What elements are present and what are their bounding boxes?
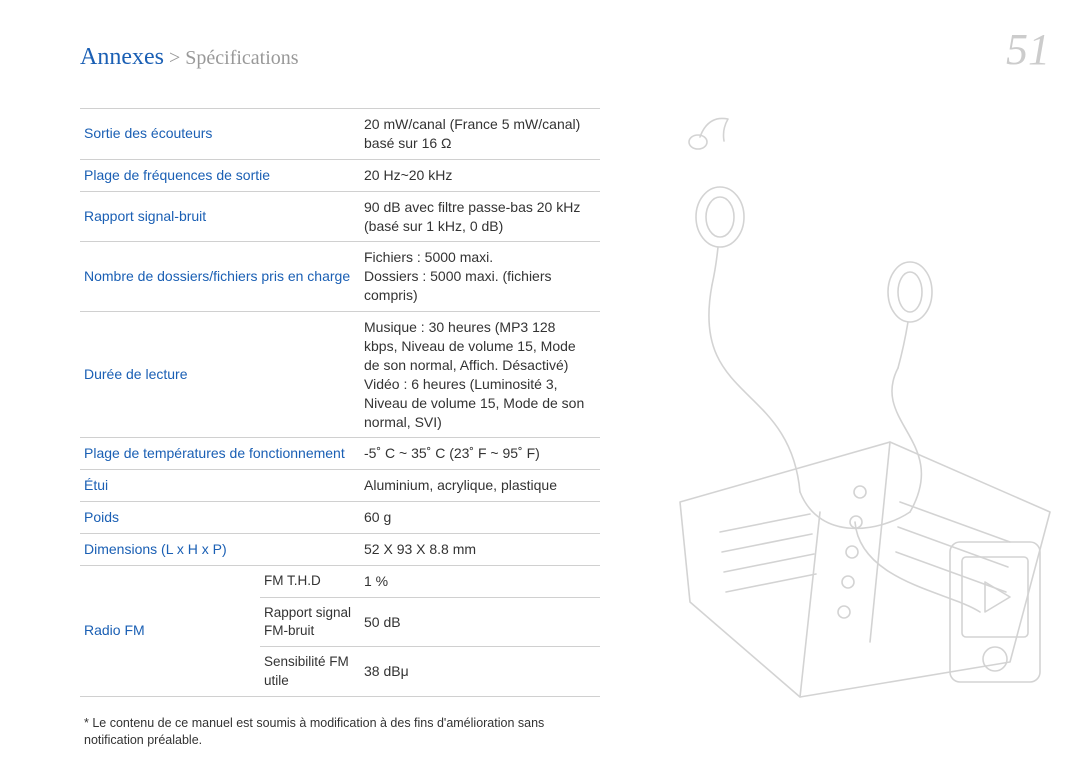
footnote: * Le contenu de ce manuel est soumis à m… [80, 715, 600, 750]
spec-table: Sortie des écouteurs20 mW/canal (France … [80, 108, 600, 697]
breadcrumb: Annexes > Spécifications [80, 44, 299, 71]
spec-value: 60 g [360, 502, 600, 534]
spec-value: 50 dB [360, 597, 600, 646]
spec-label: Poids [80, 502, 360, 534]
spec-value: Aluminium, acrylique, plastique [360, 470, 600, 502]
table-row: Plage de températures de fonctionnement-… [80, 438, 600, 470]
spec-value: 38 dBμ [360, 647, 600, 696]
spec-content: Sortie des écouteurs20 mW/canal (France … [80, 108, 600, 750]
spec-value: 20 mW/canal (France 5 mW/canal)basé sur … [360, 109, 600, 160]
table-row: Sortie des écouteurs20 mW/canal (France … [80, 109, 600, 160]
spec-sublabel: FM T.H.D [260, 566, 360, 598]
table-row: ÉtuiAluminium, acrylique, plastique [80, 470, 600, 502]
spec-label: Nombre de dossiers/fichiers pris en char… [80, 242, 360, 312]
page-header: Annexes > Spécifications 51 [80, 24, 1050, 75]
breadcrumb-separator: > [164, 47, 185, 69]
spec-value: 1 % [360, 566, 600, 598]
spec-label: Sortie des écouteurs [80, 109, 360, 160]
table-row: Rapport signal-bruit90 dB avec filtre pa… [80, 191, 600, 242]
spec-value: 90 dB avec filtre passe-bas 20 kHz(basé … [360, 191, 600, 242]
table-row: Durée de lectureMusique : 30 heures (MP3… [80, 312, 600, 438]
breadcrumb-main: Annexes [80, 44, 164, 70]
table-row: Dimensions (L x H x P)52 X 93 X 8.8 mm [80, 534, 600, 566]
spec-value: -5˚ C ~ 35˚ C (23˚ F ~ 95˚ F) [360, 438, 600, 470]
spec-label: Rapport signal-bruit [80, 191, 360, 242]
spec-label: Dimensions (L x H x P) [80, 534, 360, 566]
spec-value: 20 Hz~20 kHz [360, 159, 600, 191]
spec-label: Plage de températures de fonctionnement [80, 438, 360, 470]
breadcrumb-sub: Spécifications [185, 47, 298, 69]
decorative-illustration [650, 82, 1070, 722]
spec-sublabel: Rapport signal FM-bruit [260, 597, 360, 646]
spec-value: 52 X 93 X 8.8 mm [360, 534, 600, 566]
spec-label: Radio FM [80, 566, 260, 697]
table-row: Nombre de dossiers/fichiers pris en char… [80, 242, 600, 312]
table-row: Plage de fréquences de sortie20 Hz~20 kH… [80, 159, 600, 191]
page-number: 51 [1006, 24, 1050, 75]
spec-label: Plage de fréquences de sortie [80, 159, 360, 191]
spec-label: Durée de lecture [80, 312, 360, 438]
table-row: Radio FMFM T.H.D1 % [80, 566, 600, 598]
spec-sublabel: Sensibilité FM utile [260, 647, 360, 696]
table-row: Poids60 g [80, 502, 600, 534]
spec-value: Fichiers : 5000 maxi.Dossiers : 5000 max… [360, 242, 600, 312]
spec-value: Musique : 30 heures (MP3 128 kbps, Nivea… [360, 312, 600, 438]
spec-label: Étui [80, 470, 360, 502]
